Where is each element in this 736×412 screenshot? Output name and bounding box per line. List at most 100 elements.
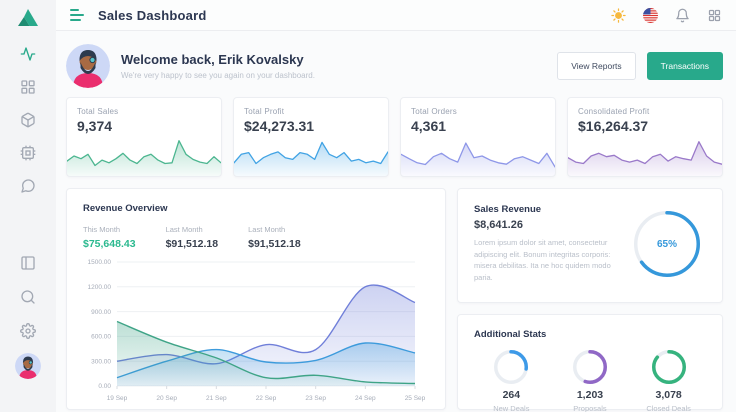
search-icon <box>21 290 35 304</box>
closed-deals-donut-chart <box>651 350 686 384</box>
language-selector-button[interactable] <box>643 7 658 23</box>
sidebar-nav-top <box>20 46 36 194</box>
svg-text:25 Sep: 25 Sep <box>405 395 426 402</box>
revenue-stats-row: This Month $75,648.43 Last Month $91,512… <box>67 214 445 250</box>
view-reports-button[interactable]: View Reports <box>557 52 636 80</box>
chat-bubble-icon <box>21 179 35 193</box>
svg-text:900.00: 900.00 <box>91 309 111 316</box>
sidebar-item-activity[interactable] <box>20 46 36 62</box>
revenue-stat-label: This Month <box>83 225 121 234</box>
sidebar-item-products[interactable] <box>20 112 36 128</box>
header-actions <box>611 7 722 23</box>
stat-proposals: 1,203 Proposals <box>555 350 625 412</box>
additional-stats-title: Additional Stats <box>474 329 547 340</box>
revenue-stat-value: $91,512.18 <box>248 238 301 250</box>
welcome-banner: Welcome back, Erik Kovalsky We're very h… <box>66 42 723 90</box>
welcome-subtitle: We're very happy to see you again on you… <box>121 71 315 80</box>
sidebar-item-system[interactable] <box>20 145 36 161</box>
sales-revenue-value: $8,641.26 <box>474 219 523 231</box>
stat-card-total-profit[interactable]: Total Profit $24,273.31 <box>233 97 389 177</box>
cpu-icon <box>20 145 36 161</box>
total-profit-sparkline <box>234 141 388 176</box>
box-icon <box>21 112 35 128</box>
layout-sidebar-icon <box>21 256 35 270</box>
svg-text:1500.00: 1500.00 <box>88 259 112 266</box>
sidebar-item-settings[interactable] <box>20 323 36 339</box>
svg-text:23 Sep: 23 Sep <box>305 395 326 402</box>
sidebar-item-dashboard[interactable] <box>20 79 36 95</box>
svg-text:0.00: 0.00 <box>98 383 111 390</box>
svg-text:300.00: 300.00 <box>91 358 111 365</box>
sidebar-item-messages[interactable] <box>20 178 36 194</box>
stat-value: 3,078 <box>655 389 682 401</box>
revenue-overview-card: Revenue Overview This Month $75,648.43 L… <box>66 188 446 410</box>
sidebar <box>0 0 56 412</box>
revenue-stat-value: $91,512.18 <box>165 238 219 250</box>
svg-text:600.00: 600.00 <box>91 334 111 341</box>
user-avatar[interactable] <box>66 44 110 88</box>
apps-menu-button[interactable] <box>707 8 722 23</box>
stat-label: Total Profit <box>244 107 285 116</box>
revenue-stat-this-month: This Month $75,648.43 <box>83 225 136 250</box>
stat-value: 1,203 <box>576 389 604 401</box>
stat-new-deals: 264 New Deals <box>476 350 546 412</box>
menu-toggle-button[interactable] <box>70 9 86 21</box>
stat-card-consolidated-profit[interactable]: Consolidated Profit $16,264.37 <box>567 97 723 177</box>
new-deals-donut-chart <box>494 350 529 384</box>
sales-revenue-description: Lorem ipsum dolor sit amet, consectetur … <box>474 238 611 282</box>
sales-revenue-card: Sales Revenue $8,641.26 Lorem ipsum dolo… <box>457 188 723 303</box>
stat-label: Proposals <box>573 404 607 412</box>
transactions-button[interactable]: Transactions <box>646 52 723 80</box>
total-sales-sparkline <box>67 140 221 176</box>
bell-icon <box>676 8 689 22</box>
revenue-stat-label: Last Month <box>248 225 286 234</box>
sidebar-nav-bottom <box>20 255 36 339</box>
app-logo[interactable] <box>16 6 40 30</box>
svg-text:24 Sep: 24 Sep <box>355 395 376 402</box>
svg-text:20 Sep: 20 Sep <box>156 395 177 402</box>
total-orders-sparkline <box>401 142 555 176</box>
activity-icon <box>20 47 36 61</box>
stat-value: 9,374 <box>77 118 113 134</box>
sales-revenue-percent: 65% <box>656 238 677 250</box>
sales-revenue-title: Sales Revenue <box>474 204 542 215</box>
additional-stats-card: Additional Stats 264 New Deals 1,203 Pro… <box>457 314 723 412</box>
theme-toggle-button[interactable] <box>611 7 626 23</box>
stat-card-total-sales[interactable]: Total Sales 9,374 <box>66 97 222 177</box>
stat-label: Consolidated Profit <box>578 107 650 116</box>
us-flag-icon <box>643 7 658 23</box>
sidebar-user-avatar[interactable] <box>15 353 41 379</box>
svg-text:21 Sep: 21 Sep <box>206 395 227 402</box>
revenue-stat-label: Last Month <box>165 225 203 234</box>
stat-cards-row: Total Sales 9,374 Total Profit $24,273.3… <box>66 97 723 177</box>
notifications-button[interactable] <box>675 8 690 23</box>
revenue-stat-value: $75,648.43 <box>83 238 136 250</box>
sales-revenue-donut-chart <box>634 211 700 277</box>
welcome-title: Welcome back, Erik Kovalsky <box>121 52 304 67</box>
sidebar-item-search[interactable] <box>20 289 36 305</box>
welcome-text: Welcome back, Erik Kovalsky We're very h… <box>121 52 315 80</box>
svg-text:22 Sep: 22 Sep <box>256 395 277 402</box>
sidebar-item-layout[interactable] <box>20 255 36 271</box>
stat-closed-deals: 3,078 Closed Deals <box>634 350 704 412</box>
svg-text:1200.00: 1200.00 <box>88 284 112 291</box>
apps-grid-icon <box>708 9 721 21</box>
stat-label: Total Orders <box>411 107 457 116</box>
logo-triangle-icon <box>18 9 38 26</box>
gear-icon <box>20 323 36 339</box>
stat-label: Closed Deals <box>646 404 691 412</box>
page-title: Sales Dashboard <box>98 7 207 23</box>
stat-label: New Deals <box>493 404 530 412</box>
grid-icon <box>21 80 35 94</box>
sales-revenue-donut: 65% <box>634 211 700 277</box>
revenue-area-chart: 0.00 300.00 600.00 900.00 1200.00 1500.00 19 S… <box>88 259 426 402</box>
stat-value: 4,361 <box>411 118 447 134</box>
revenue-stat-last-month-2: Last Month $91,512.18 <box>248 225 301 250</box>
top-header: Sales Dashboard <box>56 0 736 31</box>
stat-label: Total Sales <box>77 107 119 116</box>
stat-card-total-orders[interactable]: Total Orders 4,361 <box>400 97 556 177</box>
welcome-actions: View Reports Transactions <box>557 52 723 80</box>
stat-value: $16,264.37 <box>578 118 649 134</box>
additional-stats-row: 264 New Deals 1,203 Proposals 3,078 Clos… <box>458 340 722 412</box>
